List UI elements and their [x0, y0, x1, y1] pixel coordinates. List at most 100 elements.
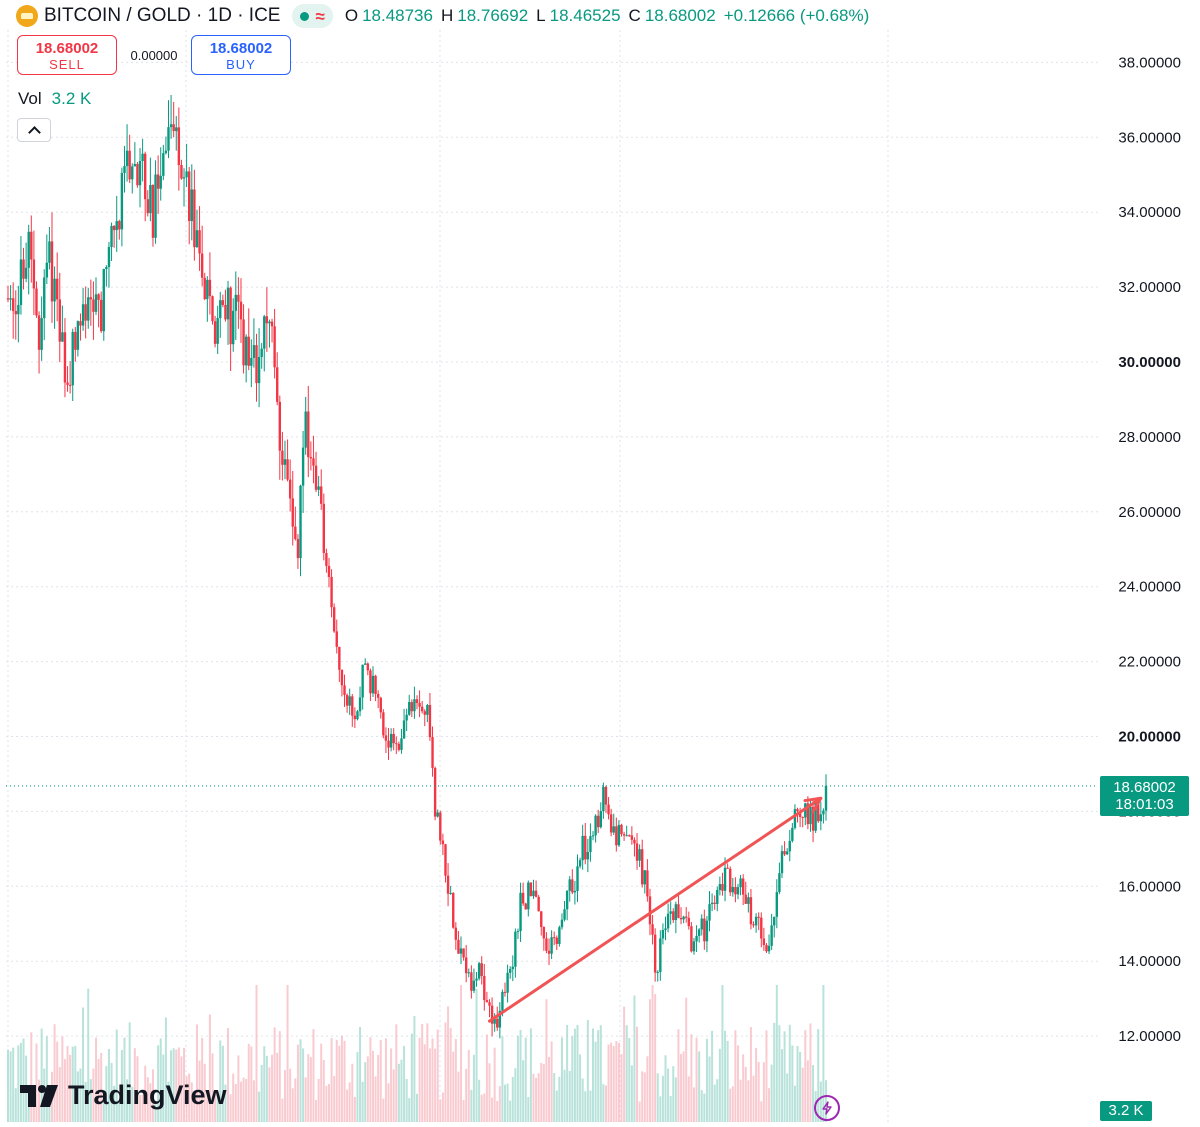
- candle-body: [288, 479, 292, 499]
- high-value: 18.76692: [457, 6, 529, 25]
- candle-body: [232, 310, 235, 345]
- candle-body: [115, 221, 118, 231]
- candle-body: [177, 127, 181, 165]
- candle-body: [661, 929, 665, 939]
- candle-body: [27, 231, 30, 268]
- low-value: 18.46525: [549, 6, 621, 25]
- delayed-data-icon: ≈: [315, 6, 325, 26]
- candle-body: [9, 298, 12, 300]
- candle-body: [697, 929, 701, 936]
- candle-body: [366, 663, 370, 671]
- candle-body: [332, 607, 336, 632]
- volume-bar: [356, 1051, 359, 1122]
- candle-body: [597, 815, 600, 828]
- grid-lines: [6, 30, 1098, 1122]
- candle-body: [353, 715, 357, 720]
- candle-body: [638, 849, 641, 861]
- candle-body: [741, 878, 745, 895]
- volume-bar: [423, 1044, 426, 1122]
- candle-body: [97, 294, 100, 300]
- candle-body: [102, 269, 105, 332]
- volume-bar: [232, 1073, 235, 1122]
- volume-legend[interactable]: Vol 3.2 K: [18, 89, 91, 109]
- y-tick-label: 36.00000: [1118, 129, 1181, 146]
- candle-body: [703, 918, 706, 942]
- candle-body: [141, 153, 144, 161]
- candle-body: [563, 909, 566, 920]
- candle-body: [452, 892, 455, 928]
- candle-body: [22, 259, 25, 279]
- volume-bar: [786, 1073, 789, 1122]
- sell-button[interactable]: 18.68002 SELL: [17, 35, 117, 75]
- candle-body: [361, 664, 364, 698]
- volume-bar: [656, 1073, 659, 1122]
- candle-body: [744, 894, 747, 904]
- volume-bar: [428, 1048, 431, 1122]
- candle-body: [496, 1018, 499, 1028]
- candle-body: [809, 806, 812, 825]
- volume-bar: [268, 1067, 271, 1122]
- candle-body: [591, 835, 595, 837]
- candle-body: [281, 450, 284, 465]
- candle-body: [229, 287, 232, 345]
- volume-bar: [19, 1042, 22, 1122]
- candle-body: [716, 890, 719, 904]
- candle-body: [379, 697, 382, 713]
- volume-bar: [271, 1054, 274, 1122]
- volume-bar: [263, 1046, 266, 1122]
- volume-bar: [151, 1069, 154, 1122]
- market-status-badge[interactable]: ≈: [292, 4, 333, 28]
- tradingview-logo[interactable]: TradingView: [20, 1080, 227, 1111]
- candle-body: [503, 991, 507, 993]
- candle-body: [107, 247, 111, 268]
- volume-bar: [744, 1066, 747, 1122]
- collapse-legend-button[interactable]: [17, 118, 51, 142]
- candle-body: [555, 937, 558, 944]
- volume-bar: [739, 1079, 742, 1122]
- volume-bar: [646, 1056, 649, 1122]
- candle-body: [529, 882, 533, 897]
- volume-bar: [320, 1043, 323, 1122]
- candle-body: [94, 294, 98, 312]
- candle-body: [40, 318, 43, 350]
- candle-body: [92, 299, 95, 312]
- candle-body: [247, 336, 250, 366]
- volume-bar: [783, 1031, 786, 1122]
- candle-body: [19, 259, 23, 306]
- spread-value: 0.00000: [130, 47, 178, 63]
- volume-bar: [208, 1014, 211, 1122]
- candle-body: [672, 911, 675, 921]
- volume-bar: [131, 1086, 134, 1122]
- symbol-title[interactable]: BITCOIN / GOLD · 1D · ICE: [44, 5, 281, 26]
- volume-bar: [804, 1030, 807, 1122]
- candle-body: [749, 897, 753, 925]
- volume-bar: [118, 1100, 121, 1122]
- candle-body: [169, 124, 173, 128]
- buy-button[interactable]: 18.68002 BUY: [191, 35, 291, 75]
- volume-bar: [170, 1050, 173, 1122]
- volume-bar: [309, 1057, 312, 1122]
- volume-bar: [690, 1034, 693, 1122]
- candle-body: [560, 919, 564, 928]
- candle-body: [545, 938, 548, 951]
- candle-body: [219, 300, 222, 319]
- volume-bar: [581, 1078, 584, 1122]
- volume-bar: [778, 1025, 781, 1122]
- volume-bar: [177, 1047, 180, 1122]
- volume-bar: [333, 1076, 336, 1122]
- candle-body: [599, 811, 602, 828]
- candle-body: [729, 868, 732, 893]
- volume-bar: [685, 997, 688, 1122]
- lightning-icon[interactable]: [814, 1095, 840, 1121]
- volume-bar: [136, 1056, 139, 1122]
- candle-body: [457, 939, 460, 954]
- candle-body: [609, 814, 613, 833]
- volume-bar: [315, 1099, 318, 1122]
- y-tick-label: 32.00000: [1118, 279, 1181, 296]
- candle-body: [519, 892, 522, 932]
- candle-body: [402, 720, 406, 739]
- volume-bar: [317, 1078, 320, 1122]
- candle-body: [6, 298, 10, 300]
- volume-bar: [480, 1094, 483, 1122]
